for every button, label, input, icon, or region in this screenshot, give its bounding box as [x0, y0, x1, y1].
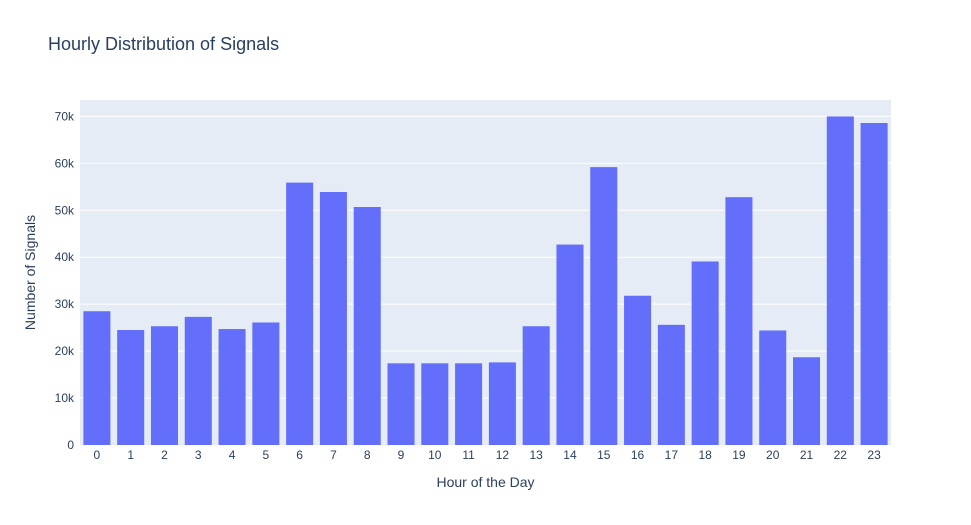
x-tick-label: 11 — [462, 448, 475, 462]
bar-hour-18[interactable] — [691, 261, 719, 445]
x-tick-label: 22 — [834, 448, 848, 462]
chart-title: Hourly Distribution of Signals — [48, 34, 279, 54]
bar-hour-8[interactable] — [353, 207, 381, 445]
x-tick-label: 9 — [398, 448, 405, 462]
x-tick-label: 16 — [631, 448, 645, 462]
x-tick-label: 2 — [161, 448, 168, 462]
y-tick-label: 0 — [67, 438, 74, 452]
x-axis-ticks: 0 1 2 3 4 5 6 7 8 9 10 11 12 13 14 15 16 17 18 19 20 21 22 23 — [94, 448, 882, 462]
bar-hour-7[interactable] — [319, 192, 347, 445]
bar-hour-4[interactable] — [218, 329, 246, 445]
plot-area — [80, 100, 891, 445]
y-tick-label: 30k — [55, 297, 75, 311]
x-tick-label: 0 — [94, 448, 101, 462]
bar-hour-12[interactable] — [488, 362, 516, 445]
x-tick-label: 13 — [530, 448, 544, 462]
x-tick-label: 5 — [263, 448, 270, 462]
x-tick-label: 10 — [428, 448, 442, 462]
bar-hour-23[interactable] — [860, 123, 888, 445]
x-tick-label: 15 — [597, 448, 611, 462]
bar-hour-10[interactable] — [421, 363, 449, 445]
bar-hour-19[interactable] — [725, 197, 753, 445]
y-tick-label: 70k — [55, 109, 75, 123]
bar-hour-11[interactable] — [455, 363, 483, 445]
bar-hour-3[interactable] — [184, 316, 212, 445]
bar-hour-0[interactable] — [83, 311, 111, 445]
bar-hour-5[interactable] — [252, 322, 280, 445]
x-tick-label: 19 — [732, 448, 746, 462]
bar-hour-20[interactable] — [759, 330, 787, 445]
y-axis-ticks: 0 10k 20k 30k 40k 50k 60k 70k — [55, 109, 75, 452]
bar-hour-17[interactable] — [657, 324, 685, 445]
x-tick-label: 14 — [563, 448, 577, 462]
bar-hour-6[interactable] — [286, 182, 314, 445]
gridlines — [80, 115, 891, 399]
bar-hour-15[interactable] — [590, 167, 618, 446]
x-tick-label: 18 — [698, 448, 712, 462]
y-tick-label: 40k — [55, 250, 75, 264]
x-tick-label: 3 — [195, 448, 202, 462]
bar-hour-9[interactable] — [387, 363, 415, 445]
bar-hour-13[interactable] — [522, 326, 550, 445]
x-tick-label: 20 — [766, 448, 780, 462]
y-tick-label: 10k — [55, 391, 75, 405]
bars — [83, 116, 888, 446]
x-tick-label: 23 — [867, 448, 881, 462]
x-tick-label: 4 — [229, 448, 236, 462]
y-axis-title: Number of Signals — [22, 215, 38, 330]
x-tick-label: 17 — [665, 448, 679, 462]
bar-hour-14[interactable] — [556, 244, 584, 445]
bar-hour-2[interactable] — [150, 326, 178, 445]
x-tick-label: 1 — [127, 448, 134, 462]
x-axis-title: Hour of the Day — [436, 474, 534, 490]
bar-hour-22[interactable] — [826, 116, 854, 445]
bar-hour-16[interactable] — [624, 295, 652, 445]
x-tick-label: 7 — [330, 448, 337, 462]
y-tick-label: 60k — [55, 156, 75, 170]
x-tick-label: 21 — [800, 448, 814, 462]
y-tick-label: 20k — [55, 344, 75, 358]
bar-hour-1[interactable] — [117, 330, 145, 445]
x-tick-label: 8 — [364, 448, 371, 462]
x-tick-label: 6 — [296, 448, 303, 462]
x-tick-label: 12 — [496, 448, 510, 462]
y-tick-label: 50k — [55, 203, 75, 217]
bar-hour-21[interactable] — [793, 357, 821, 445]
